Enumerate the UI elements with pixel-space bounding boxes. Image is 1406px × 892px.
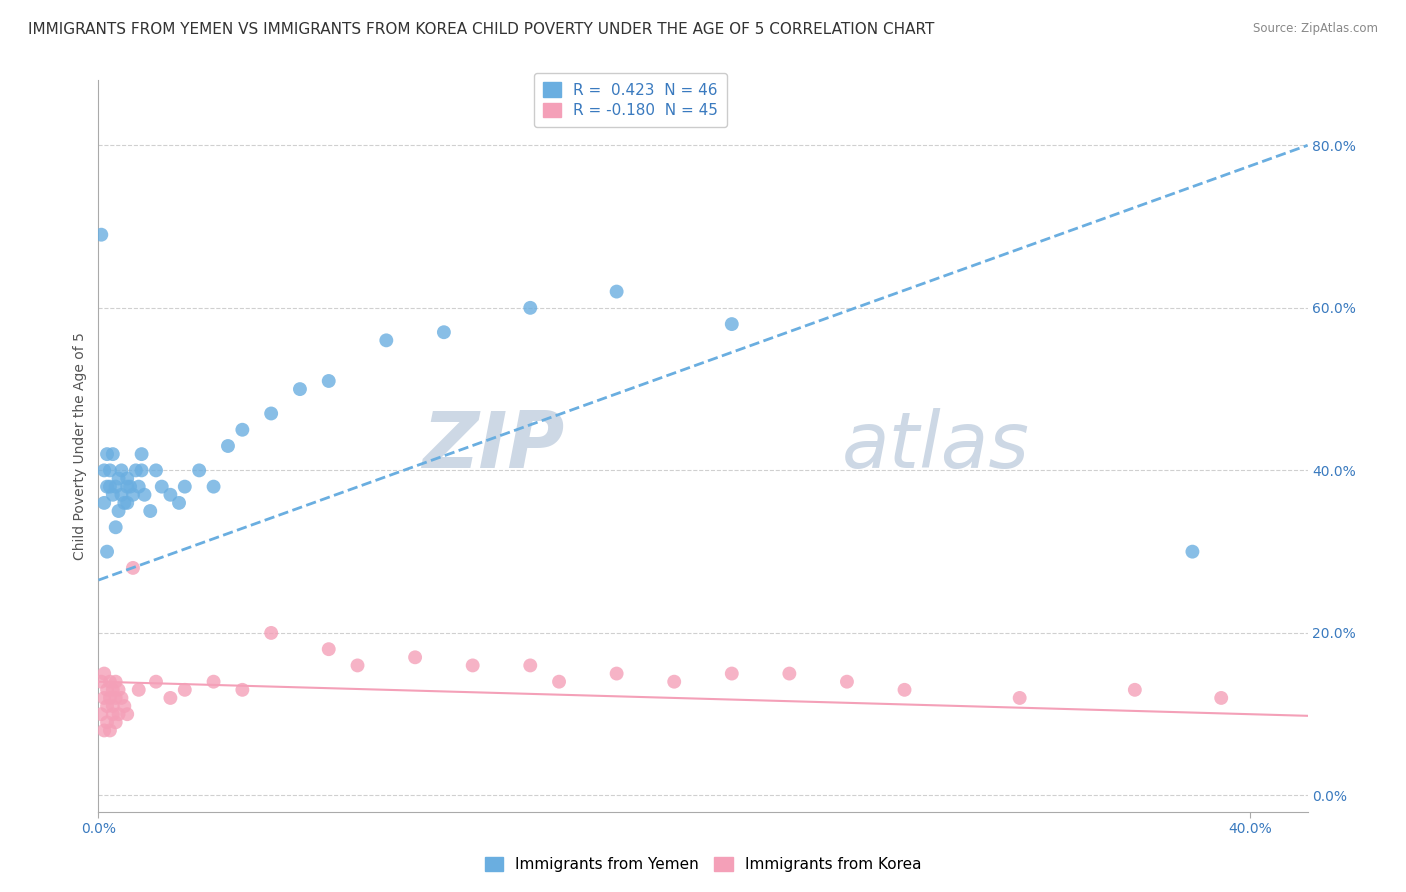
Point <box>835 674 858 689</box>
Point <box>131 463 153 477</box>
Point <box>90 227 112 242</box>
Point <box>260 407 283 421</box>
Point <box>93 723 115 738</box>
Point <box>96 447 118 461</box>
Point <box>110 690 132 705</box>
Point <box>145 674 167 689</box>
Point <box>202 674 225 689</box>
Point <box>217 439 239 453</box>
Point <box>202 480 225 494</box>
Point <box>93 666 115 681</box>
Point <box>96 715 118 730</box>
Point <box>96 544 118 558</box>
Point <box>98 690 121 705</box>
Point <box>104 520 127 534</box>
Point <box>125 463 148 477</box>
Point <box>131 447 153 461</box>
Point <box>188 463 211 477</box>
Point <box>1008 690 1031 705</box>
Point <box>145 463 167 477</box>
Point <box>159 488 181 502</box>
Point <box>606 666 628 681</box>
Point <box>173 682 195 697</box>
Point <box>90 674 112 689</box>
Legend: Immigrants from Yemen, Immigrants from Korea: Immigrants from Yemen, Immigrants from K… <box>477 849 929 880</box>
Point <box>101 707 124 722</box>
Point <box>104 480 127 494</box>
Point <box>231 682 253 697</box>
Point <box>1211 690 1233 705</box>
Point <box>346 658 368 673</box>
Point <box>112 699 135 714</box>
Point <box>1123 682 1146 697</box>
Point <box>664 674 686 689</box>
Point <box>120 480 142 494</box>
Point <box>122 561 145 575</box>
Point <box>98 674 121 689</box>
Point <box>93 690 115 705</box>
Point <box>96 480 118 494</box>
Point <box>150 480 173 494</box>
Point <box>128 480 150 494</box>
Point <box>720 317 742 331</box>
Point <box>122 488 145 502</box>
Text: IMMIGRANTS FROM YEMEN VS IMMIGRANTS FROM KOREA CHILD POVERTY UNDER THE AGE OF 5 : IMMIGRANTS FROM YEMEN VS IMMIGRANTS FROM… <box>28 22 935 37</box>
Point <box>96 682 118 697</box>
Point <box>107 682 129 697</box>
Point <box>115 496 138 510</box>
Point <box>101 699 124 714</box>
Point <box>260 626 283 640</box>
Point <box>318 374 340 388</box>
Text: Source: ZipAtlas.com: Source: ZipAtlas.com <box>1253 22 1378 36</box>
Point <box>548 674 571 689</box>
Point <box>606 285 628 299</box>
Point <box>115 480 138 494</box>
Point <box>167 496 190 510</box>
Text: atlas: atlas <box>842 408 1031 484</box>
Text: ZIP: ZIP <box>422 408 564 484</box>
Point <box>101 488 124 502</box>
Point <box>107 707 129 722</box>
Point <box>231 423 253 437</box>
Point <box>98 480 121 494</box>
Point <box>98 723 121 738</box>
Point <box>461 658 484 673</box>
Point <box>107 504 129 518</box>
Point <box>778 666 800 681</box>
Legend: R =  0.423  N = 46, R = -0.180  N = 45: R = 0.423 N = 46, R = -0.180 N = 45 <box>533 73 727 128</box>
Point <box>110 488 132 502</box>
Point <box>134 488 156 502</box>
Point <box>128 682 150 697</box>
Point <box>96 699 118 714</box>
Point <box>404 650 426 665</box>
Point <box>139 504 162 518</box>
Point <box>107 471 129 485</box>
Point <box>288 382 311 396</box>
Y-axis label: Child Poverty Under the Age of 5: Child Poverty Under the Age of 5 <box>73 332 87 560</box>
Point <box>93 496 115 510</box>
Point <box>110 463 132 477</box>
Point <box>104 690 127 705</box>
Point <box>433 325 456 339</box>
Point <box>115 707 138 722</box>
Point <box>115 471 138 485</box>
Point <box>101 682 124 697</box>
Point <box>112 496 135 510</box>
Point <box>98 463 121 477</box>
Point <box>104 715 127 730</box>
Point <box>90 707 112 722</box>
Point <box>104 674 127 689</box>
Point <box>375 334 398 348</box>
Point <box>93 463 115 477</box>
Point <box>318 642 340 657</box>
Point <box>720 666 742 681</box>
Point <box>893 682 915 697</box>
Point <box>1181 544 1204 558</box>
Point <box>519 658 541 673</box>
Point <box>101 447 124 461</box>
Point <box>519 301 541 315</box>
Point <box>173 480 195 494</box>
Point <box>159 690 181 705</box>
